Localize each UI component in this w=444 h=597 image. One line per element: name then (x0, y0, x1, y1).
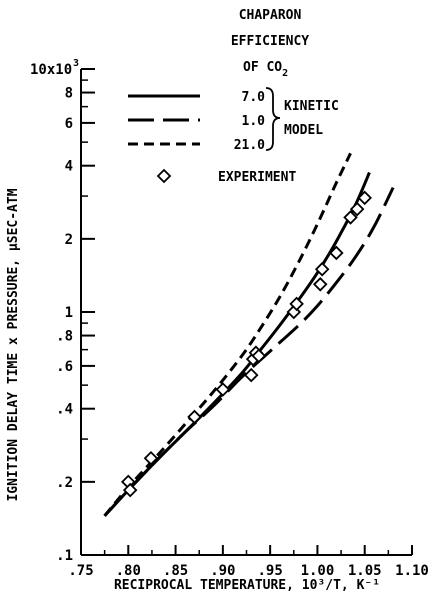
y-tick-label: .2 (56, 475, 73, 491)
x-tick-label: 1.00 (301, 563, 335, 579)
experiment-point (187, 409, 202, 425)
series-line-7-0 (103, 171, 371, 517)
legend-heading-line-2: EFFICIENCY (231, 34, 309, 49)
legend-entry-1-0: 1.0 (242, 114, 266, 129)
experiment-point (215, 382, 231, 397)
y-multiplier-label: 10x10 (30, 62, 72, 78)
y-tick-label: 6 (65, 116, 73, 132)
y-tick-label: 2 (65, 232, 73, 248)
x-axis-label: RECIPROCAL TEMPERATURE, 10³/T, K⁻¹ (114, 578, 380, 593)
experiment-point (251, 348, 267, 364)
legend-group-label-line-1: KINETIC (284, 99, 339, 114)
experiment-point (312, 277, 328, 292)
x-tick-label: .90 (210, 563, 235, 579)
tick-labels: .75 .80 .85 .90 .95 1.00 1.05 1.10 .1 .2 .4 .6 .8 1 2 4… (30, 58, 429, 579)
x-tick-label: 1.05 (348, 563, 382, 579)
legend-brace (265, 87, 281, 151)
legend-entry-21-0: 21.0 (234, 138, 265, 153)
y-axis-label: IGNITION DELAY TIME x PRESSURE, µSEC-ATM (6, 188, 21, 501)
x-tick-label: .85 (163, 563, 188, 579)
axis-labels: IGNITION DELAY TIME x PRESSURE, µSEC-ATM… (6, 188, 380, 593)
experiment-point (143, 451, 159, 466)
legend-entry-experiment: EXPERIMENT (218, 170, 296, 185)
x-tick-label: 1.10 (395, 563, 429, 579)
experiment-point (329, 245, 344, 261)
legend-entry-7-0: 7.0 (242, 90, 266, 105)
legend-experiment-marker (156, 168, 172, 184)
experiment-markers (121, 190, 372, 498)
y-tick-label: .1 (56, 548, 73, 564)
legend-heading-line-3: OF CO2 (243, 60, 288, 79)
y-tick-label: .6 (56, 359, 73, 375)
legend: CHAPARON EFFICIENCY OF CO2 7.0 1.0 21.0 KINETI… (128, 8, 339, 185)
experiment-point (289, 296, 304, 312)
experiment-point (122, 482, 138, 498)
experiment-point (357, 190, 372, 206)
y-tick-label: 1 (65, 305, 73, 321)
series-line-1-0 (103, 186, 395, 517)
x-tick-label: .75 (68, 563, 93, 579)
y-tick-label: 8 (65, 86, 73, 102)
x-tick-label: .95 (257, 563, 282, 579)
y-tick-label: .4 (56, 402, 73, 418)
series-line-21-0 (103, 152, 352, 517)
x-tick-label: .80 (116, 563, 141, 579)
legend-heading-line-1: CHAPARON (239, 8, 302, 23)
y-tick-label: .8 (56, 329, 73, 345)
y-multiplier-exponent: 3 (73, 58, 79, 69)
experiment-point (343, 210, 358, 225)
series-group (103, 152, 395, 517)
y-tick-label: 4 (65, 159, 73, 175)
legend-group-label-line-2: MODEL (284, 123, 323, 138)
experiment-point (243, 367, 259, 383)
experiment-point (314, 261, 330, 277)
axes (80, 68, 413, 556)
experiment-point (286, 304, 302, 320)
experiment-point (349, 201, 365, 217)
